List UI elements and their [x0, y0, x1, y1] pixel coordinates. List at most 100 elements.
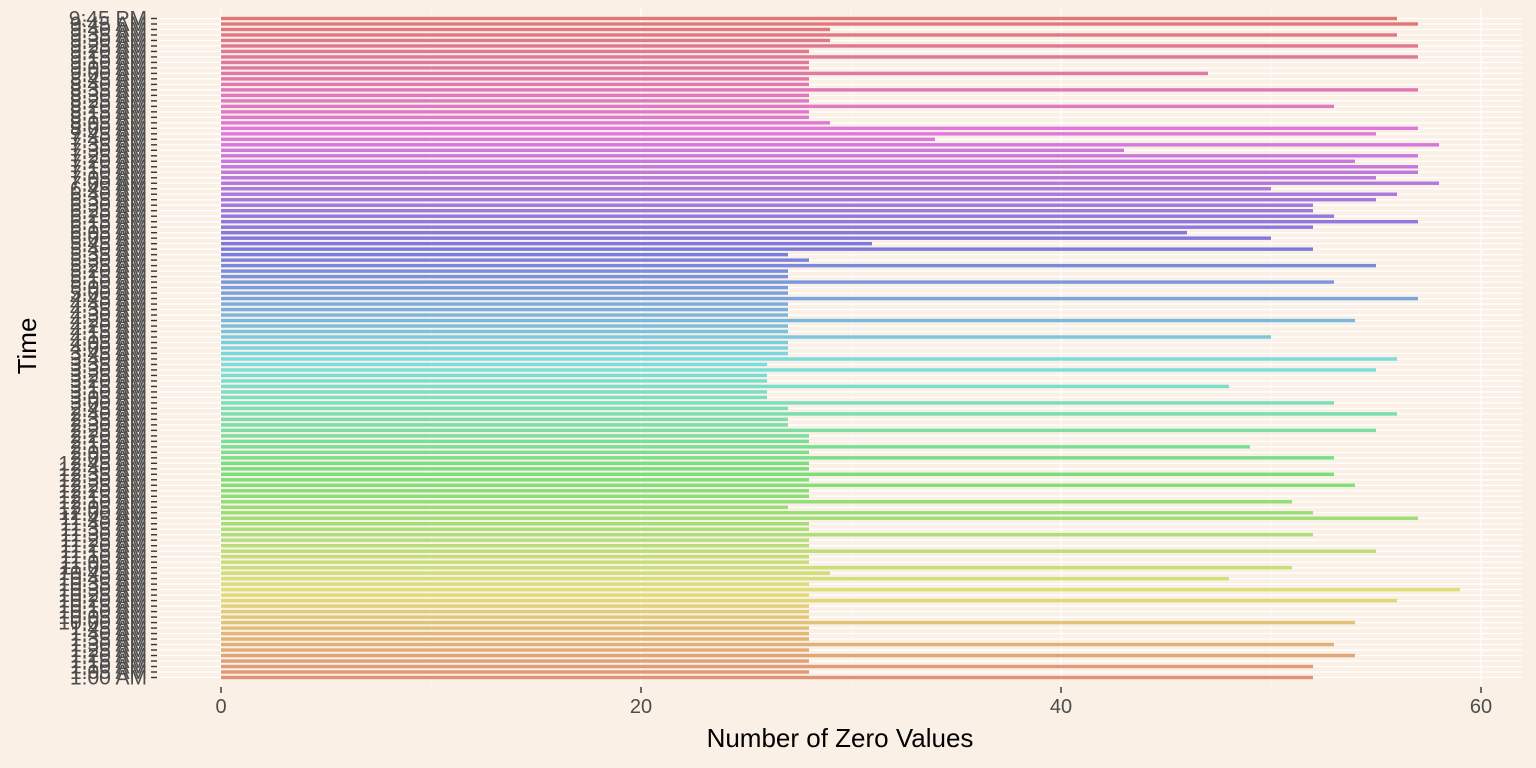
y-tick-label: 3:45 AM: [70, 342, 147, 365]
x-axis-ticks: 0 20 40 60: [215, 687, 1492, 718]
y-tick-label: 3:05 AM: [70, 386, 147, 409]
bar: [221, 543, 809, 548]
bar: [221, 335, 1271, 339]
bar: [221, 225, 1313, 229]
y-tick-label: 10:00 AM: [58, 612, 147, 635]
bar: [221, 176, 1376, 180]
bar: [221, 93, 809, 98]
bar: [221, 527, 809, 531]
bar: [221, 604, 809, 608]
bar: [221, 154, 1418, 158]
bar: [221, 615, 809, 619]
bar: [221, 390, 767, 394]
y-tick-label: 11:40 AM: [60, 513, 147, 536]
bar: [221, 187, 1271, 191]
y-tick-label: 3:20 AM: [70, 370, 147, 393]
bar: [221, 143, 1439, 147]
y-tick-label: 4:30 AM: [70, 304, 147, 327]
y-tick-label: 1:30 AM: [70, 634, 147, 657]
bar: [221, 121, 830, 125]
bar: [221, 329, 788, 334]
bar: [221, 258, 809, 262]
bar: [221, 346, 788, 350]
y-tick-label: 7:35 AM: [70, 134, 147, 157]
y-tick-label: 5:45 AM: [70, 233, 147, 256]
bars: [221, 16, 1460, 680]
y-tick-label: 8:30 AM: [70, 84, 147, 107]
bar: [221, 203, 1313, 207]
bar: [221, 269, 788, 273]
bar: [221, 285, 788, 290]
bar: [221, 88, 1418, 92]
y-tick-label: 1:25 AM: [70, 639, 147, 662]
bar: [221, 631, 809, 636]
bar: [221, 664, 1313, 669]
bar: [221, 467, 809, 471]
y-tick-label: 8:00 AM: [70, 117, 147, 140]
bar: [221, 198, 1376, 202]
y-tick-label: 2:30 AM: [70, 414, 147, 437]
bar: [221, 434, 809, 438]
y-tick-label: 12:30 AM: [58, 469, 147, 492]
bar: [221, 576, 1229, 581]
y-tick-label: 6:30 AM: [70, 194, 147, 217]
bar: [221, 313, 788, 317]
y-tick-label: 3:15 AM: [70, 375, 147, 398]
bar: [221, 27, 830, 32]
y-tick-label: 7:45 AM: [70, 123, 147, 146]
y-tick-label: 12:15 AM: [58, 485, 147, 508]
y-tick-label: 12:05 AM: [58, 496, 147, 519]
bar: [221, 368, 1376, 372]
y-tick-label: 9:00 AM: [70, 62, 147, 85]
bar: [221, 648, 809, 652]
y-tick-label: 8:40 AM: [70, 73, 147, 96]
y-tick-label: 12:40 AM: [58, 458, 147, 481]
y-tick-label: 6:00 AM: [70, 227, 147, 250]
bar: [221, 533, 1313, 537]
y-tick-label: 9:25 AM: [70, 35, 147, 58]
y-tick-label: 10:35 AM: [58, 573, 147, 596]
y-tick-label: 5:30 AM: [70, 249, 147, 272]
bar: [221, 626, 809, 630]
bar: [221, 637, 809, 641]
bar: [221, 247, 1313, 251]
y-tick-label: 5:05 AM: [70, 277, 147, 300]
y-tick-label: 9:45 PM: [69, 8, 147, 31]
bar: [221, 653, 1355, 658]
y-tick-label: 8:10 AM: [70, 106, 147, 129]
bar: [221, 450, 809, 455]
bar: [221, 44, 1418, 48]
bar: [221, 565, 1292, 570]
bar: [221, 582, 809, 586]
y-tick-label: 3:30 AM: [70, 359, 147, 382]
y-tick-label: 2:10 AM: [70, 436, 147, 459]
y-tick-label: 9:45 AM: [70, 13, 147, 36]
bar: [221, 598, 1397, 603]
bar: [221, 642, 1334, 647]
y-tick-label: 2:35 AM: [70, 408, 147, 431]
bar: [221, 192, 1397, 196]
bar: [221, 351, 788, 356]
y-tick-label: 10:20 AM: [58, 590, 147, 613]
y-tick-label: 8:15 AM: [70, 101, 147, 124]
bar: [221, 472, 1334, 477]
bar: [221, 302, 788, 306]
bar: [221, 291, 788, 295]
y-tick-label: 8:20 AM: [70, 95, 147, 118]
y-tick-label: 7:00 AM: [70, 172, 147, 195]
x-tick-label: 40: [1050, 696, 1072, 718]
y-tick-label: 5:20 AM: [70, 260, 147, 283]
bar: [221, 417, 788, 422]
y-tick-label: 8:25 AM: [70, 90, 147, 113]
bar: [221, 483, 1355, 487]
bar: [221, 379, 767, 383]
y-tick-label: 4:00 AM: [70, 337, 147, 360]
bar: [221, 456, 1334, 460]
bar: [221, 478, 809, 482]
bar: [221, 362, 767, 367]
y-tick-label: 4:20 AM: [70, 315, 147, 338]
y-tick-label: 2:45 AM: [70, 397, 147, 420]
bar: [221, 209, 1313, 213]
bar: [221, 230, 1187, 235]
y-tick-label: 7:40 AM: [70, 128, 147, 151]
